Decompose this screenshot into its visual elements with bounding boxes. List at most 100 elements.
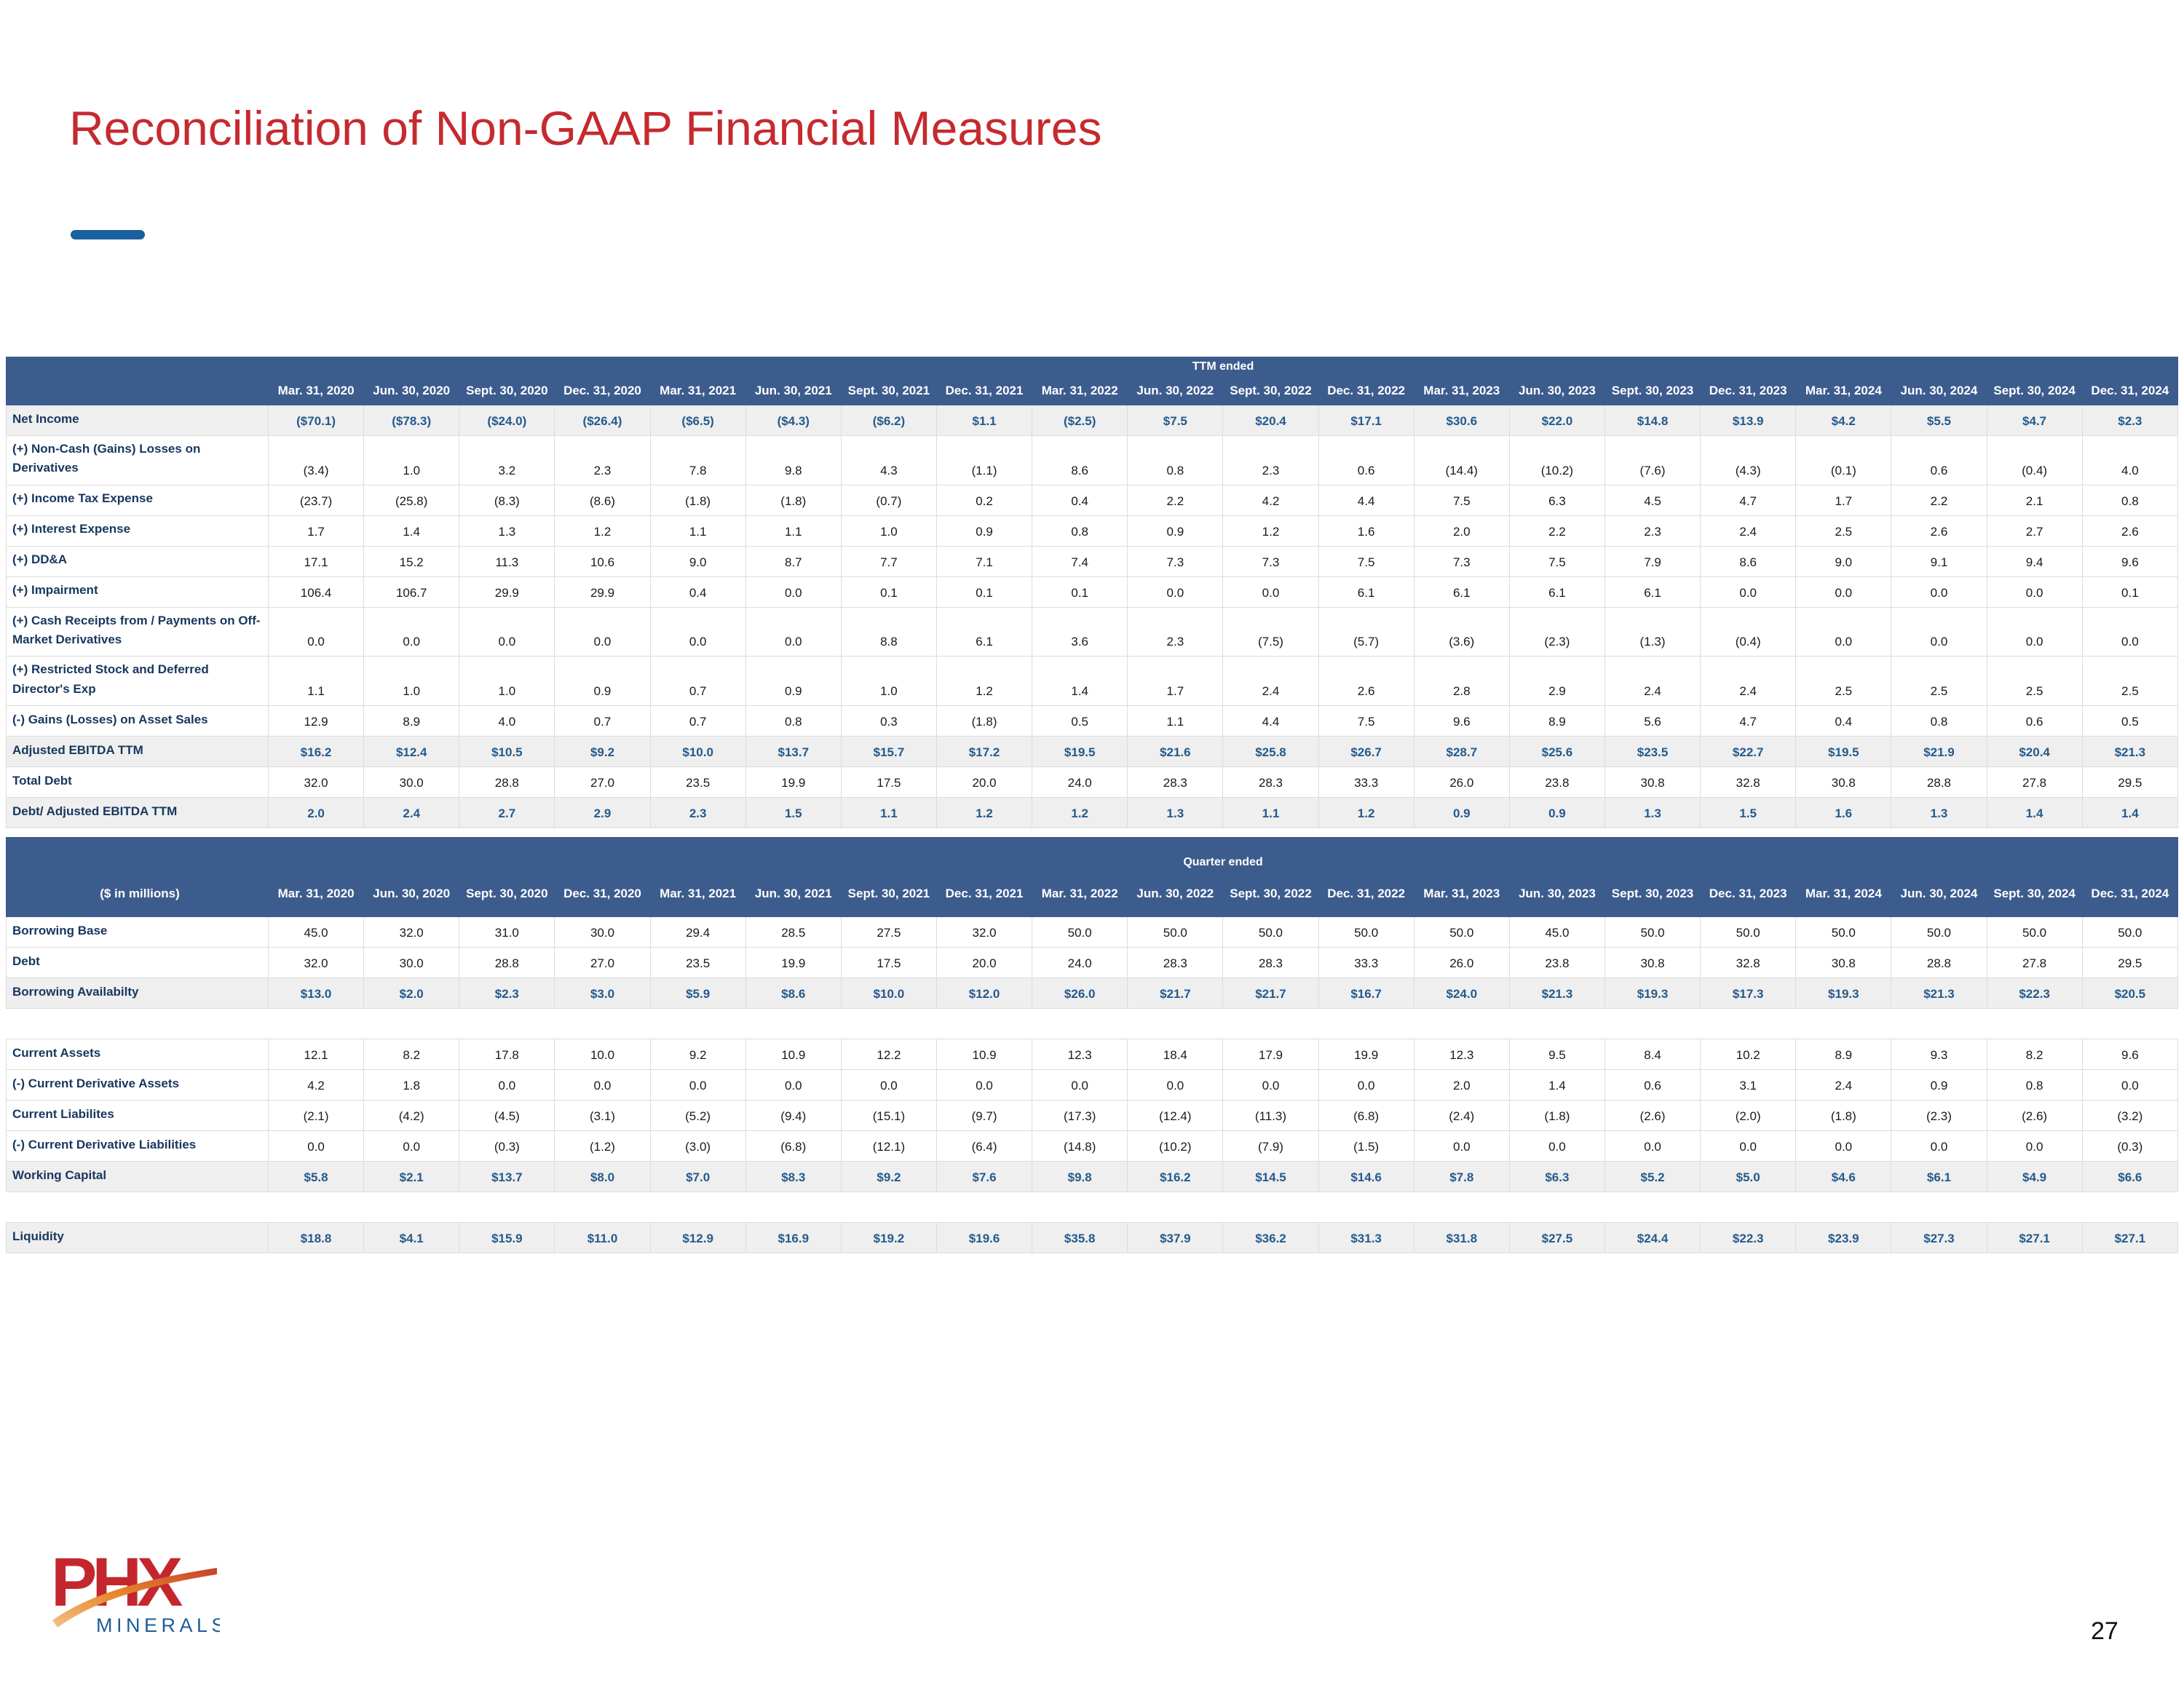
cell-value: (1.8) [1795,1100,1892,1131]
column-header: Jun. 30, 2023 [1508,871,1605,917]
cell-value: 10.0 [554,1039,651,1070]
cell-value: 106.4 [267,576,365,608]
cell-value: 6.1 [1318,576,1415,608]
cell-value: 4.4 [1222,705,1319,737]
cell-value: $16.9 [745,1222,842,1253]
column-header: Mar. 31, 2020 [267,871,365,917]
cell-value: $5.0 [1700,1161,1797,1192]
cell-value: 4.2 [1222,484,1319,516]
cell-value: 0.0 [1795,1130,1892,1162]
cell-value: 2.7 [459,797,555,829]
cell-value: 1.1 [649,515,746,547]
cell-value: $12.0 [935,978,1033,1009]
cell-value: 0.6 [1986,705,2083,737]
cell-value: $25.8 [1222,736,1319,768]
cell-value: $26.0 [1032,978,1128,1009]
cell-value: 12.2 [840,1039,937,1070]
cell-value: 8.2 [363,1039,460,1070]
row-label: Working Capital [6,1161,269,1192]
cell-value: 9.5 [1508,1039,1605,1070]
cell-value: 0.8 [1127,435,1224,485]
cell-value: $16.2 [267,736,365,768]
cell-value: 0.1 [840,576,937,608]
cell-value: 0.0 [267,606,365,657]
cell-value: 1.4 [1508,1069,1605,1101]
cell-value: 0.0 [1986,576,2083,608]
cell-value: 1.1 [745,515,842,547]
cell-value: (6.8) [745,1130,842,1162]
cell-value: 2.0 [1413,1069,1510,1101]
page-title: Reconciliation of Non-GAAP Financial Mea… [69,101,1102,155]
corner-cell [6,357,269,376]
cell-value: 0.0 [1986,606,2083,657]
cell-value: 0.0 [1891,576,1987,608]
cell-value: (10.2) [1127,1130,1224,1162]
cell-value: $20.4 [1986,736,2083,768]
cell-value: 45.0 [1508,916,1605,948]
cell-value: (4.5) [459,1100,555,1131]
row-label: Borrowing Availabilty [6,978,269,1009]
cell-value: 0.1 [935,576,1033,608]
cell-value: 0.9 [554,656,651,707]
cell-value: 0.0 [745,576,842,608]
row-label: Debt/ Adjusted EBITDA TTM [6,797,269,829]
cell-value: 30.0 [363,947,460,978]
cell-value: 2.9 [554,797,651,829]
cell-value: $2.3 [2081,405,2179,436]
cell-value: 7.3 [1222,545,1319,577]
cell-value: $17.2 [935,736,1033,768]
cell-value: 32.0 [935,916,1033,948]
cell-value: 0.7 [649,656,746,707]
row-label: (+) Impairment [6,576,269,608]
cell-value: 0.5 [2081,705,2179,737]
table-row: Working Capital $5.8 $2.1 $13.7 $8.0 $7.0 $8.3… [6,1161,2179,1192]
cell-value: 7.8 [649,435,746,485]
cell-value: 6.1 [1508,576,1605,608]
cell-value: 50.0 [1318,916,1415,948]
row-label: Liquidity [6,1222,269,1253]
table-row: (+) Non-Cash (Gains) Losses on Derivativ… [6,435,2179,485]
cell-value: $5.5 [1891,405,1987,436]
cell-value: 9.6 [2081,1039,2179,1070]
cell-value: 12.1 [267,1039,365,1070]
cell-value: $37.9 [1127,1222,1224,1253]
cell-value: (1.8) [649,484,746,516]
cell-value: $21.7 [1127,978,1224,1009]
cell-value: 50.0 [1795,916,1892,948]
cell-value: $27.1 [1986,1222,2083,1253]
cell-value: 0.0 [1604,1130,1701,1162]
cell-value: $8.3 [745,1161,842,1192]
table-row: (+) Impairment 106.4 106.7 29.9 29.9 0.4 0.0 0.… [6,576,2179,608]
cell-value: $19.5 [1032,736,1128,768]
cell-value: $23.9 [1795,1222,1892,1253]
row-label: Net Income [6,405,269,436]
cell-value: $12.9 [649,1222,746,1253]
cell-value: $30.6 [1413,405,1510,436]
cell-value: (7.5) [1222,606,1319,657]
cell-value: 2.2 [1508,515,1605,547]
cell-value: $4.6 [1795,1161,1892,1192]
cell-value: 1.1 [840,797,937,829]
cell-value: $35.8 [1032,1222,1128,1253]
cell-value: 1.5 [745,797,842,829]
cell-value: $28.7 [1413,736,1510,768]
cell-value: $2.3 [459,978,555,1009]
cell-value: 2.5 [2081,656,2179,707]
units-label: ($ in millions) [6,871,269,917]
cell-value: $2.0 [363,978,460,1009]
cell-value: 50.0 [2081,916,2179,948]
cell-value: 23.8 [1508,947,1605,978]
cell-value: 27.0 [554,947,651,978]
cell-value: $5.8 [267,1161,365,1192]
cell-value: $22.3 [1986,978,2083,1009]
cell-value: 4.3 [840,435,937,485]
column-header: Sept. 30, 2020 [459,871,555,917]
cell-value: $5.9 [649,978,746,1009]
column-header: Dec. 31, 2022 [1318,871,1415,917]
cell-value: 1.0 [840,656,937,707]
cell-value: 0.1 [1032,576,1128,608]
cell-value: (2.4) [1413,1100,1510,1131]
column-header: Mar. 31, 2021 [649,871,746,917]
cell-value: 0.0 [1700,576,1797,608]
cell-value: 1.2 [1318,797,1415,829]
